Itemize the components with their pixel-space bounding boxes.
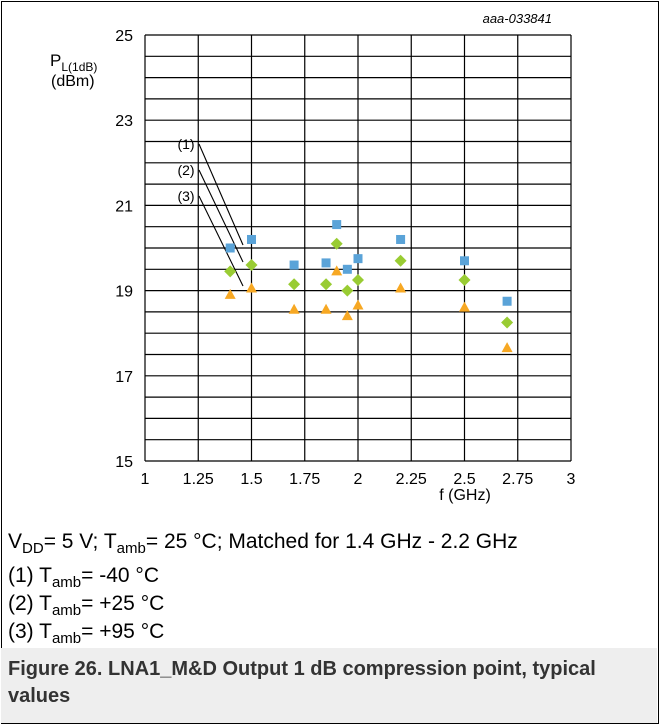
triangle-point bbox=[224, 288, 236, 299]
y-tick-label: 19 bbox=[115, 284, 133, 301]
tick-labels: 1 1.25 1.5 1.75 2 2.25 2.5 2.75 3 15 17 19 21 23 25 bbox=[115, 28, 575, 488]
triangle-point bbox=[459, 301, 470, 312]
diamond-point bbox=[458, 273, 471, 286]
diamond-point bbox=[394, 254, 407, 267]
y-tick-label: 25 bbox=[115, 28, 133, 45]
x-tick-label: 2.5 bbox=[453, 471, 475, 488]
y-axis-unit: (dBm) bbox=[51, 73, 95, 90]
x-tick-label: 1 bbox=[141, 471, 150, 488]
square-point bbox=[321, 258, 331, 268]
x-tick-label: 1.5 bbox=[240, 471, 262, 488]
callout-leader bbox=[198, 169, 244, 263]
diamond-point bbox=[224, 265, 237, 278]
data-points bbox=[224, 220, 514, 353]
y-axis-label-main: P bbox=[50, 51, 61, 70]
square-point bbox=[247, 234, 256, 244]
y-axis-label-sub: L(1dB) bbox=[61, 60, 97, 74]
callout-label: (2) bbox=[177, 162, 194, 178]
note-2: (2) Tamb= +25 °C bbox=[8, 592, 165, 619]
diamond-point bbox=[341, 284, 354, 297]
x-tick-label: 2.75 bbox=[502, 471, 533, 488]
square-point bbox=[396, 234, 406, 244]
triangle-point bbox=[331, 265, 343, 276]
square-point bbox=[460, 256, 469, 266]
caption-band bbox=[1, 648, 657, 723]
square-point bbox=[342, 264, 352, 274]
figure-caption: Figure 26. LNA1_M&D Output 1 dB compress… bbox=[8, 658, 596, 707]
callout-label: (3) bbox=[177, 188, 194, 204]
triangle-point bbox=[288, 303, 300, 314]
note-1: (1) Tamb= -40 °C bbox=[8, 564, 159, 591]
triangle-point bbox=[246, 282, 257, 293]
y-tick-label: 21 bbox=[115, 198, 133, 215]
y-tick-label: 23 bbox=[115, 113, 133, 130]
callout-label: (1) bbox=[177, 136, 194, 152]
square-point bbox=[353, 254, 363, 264]
callout-leader bbox=[198, 143, 244, 246]
conditions-line: VDD= 5 V; Tamb= 25 °C; Matched for 1.4 G… bbox=[8, 530, 518, 557]
figure-id-label: aaa-033841 bbox=[483, 11, 552, 26]
triangle-point bbox=[320, 303, 332, 314]
series-callouts: (1) (2) (3) bbox=[177, 136, 244, 287]
triangle-point bbox=[352, 299, 364, 310]
x-axis-label: f (GHz) bbox=[439, 487, 491, 504]
x-tick-label: 1.75 bbox=[289, 471, 320, 488]
triangle-point bbox=[341, 310, 353, 321]
diamond-point bbox=[320, 278, 333, 291]
diamond-point bbox=[330, 237, 343, 250]
triangle-point bbox=[395, 282, 407, 293]
square-point bbox=[502, 296, 512, 306]
x-tick-label: 2.25 bbox=[396, 471, 427, 488]
x-tick-label: 2 bbox=[354, 471, 363, 488]
diamond-point bbox=[501, 316, 514, 329]
callout-leader bbox=[198, 195, 244, 287]
note-3: (3) Tamb= +95 °C bbox=[8, 620, 165, 647]
square-point bbox=[289, 260, 299, 270]
diamond-point bbox=[288, 278, 301, 291]
x-tick-label: 3 bbox=[567, 471, 576, 488]
grid bbox=[144, 34, 572, 462]
x-tick-label: 1.25 bbox=[183, 471, 214, 488]
diamond-point bbox=[352, 273, 364, 286]
scatter-chart: 1 1.25 1.5 1.75 2 2.25 2.5 2.75 3 15 17 19 21 23 25 (1… bbox=[50, 11, 576, 504]
square-point bbox=[332, 220, 342, 230]
diamond-point bbox=[245, 259, 258, 272]
y-tick-label: 17 bbox=[115, 369, 133, 386]
y-axis-label: PL(1dB) bbox=[50, 51, 97, 74]
triangle-point bbox=[501, 342, 513, 353]
y-tick-label: 15 bbox=[115, 454, 133, 471]
square-point bbox=[225, 243, 235, 253]
